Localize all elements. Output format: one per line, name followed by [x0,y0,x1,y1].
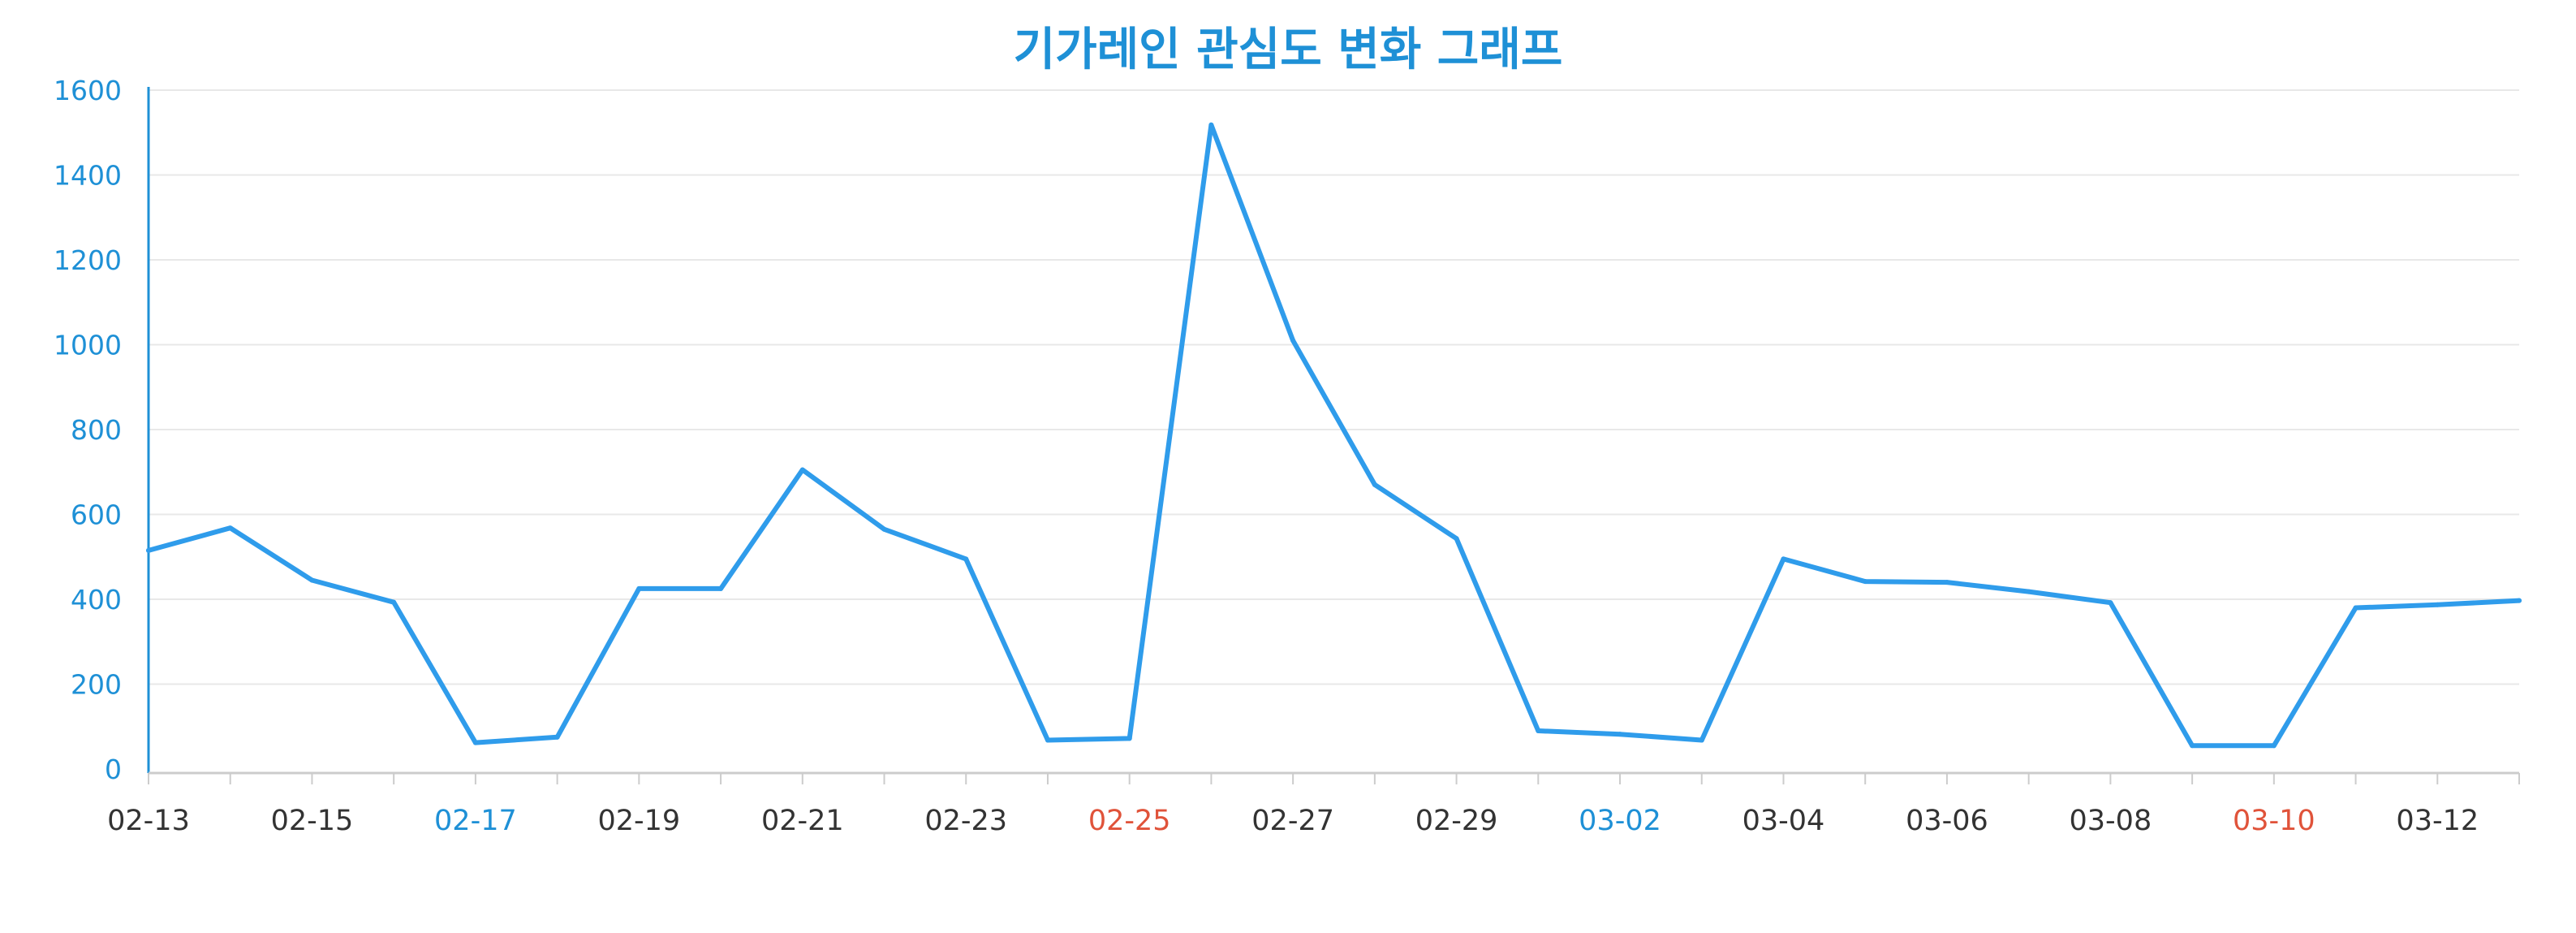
y-tick-label: 1000 [54,330,122,361]
data-point [1536,728,1541,733]
x-tick-label: 03-08 [2070,805,2152,837]
data-point [2026,589,2031,594]
data-point [2271,743,2277,749]
data-point [2435,602,2440,607]
y-tick-label: 800 [71,414,122,446]
data-point [1454,536,1459,542]
x-tick-label: 02-27 [1251,805,1334,837]
y-tick-label: 200 [71,669,122,701]
data-point [1372,482,1377,487]
x-tick-label: 02-25 [1088,805,1171,837]
chart-title: 기가레인 관심도 변화 그래프 [1014,24,1563,76]
y-tick-label: 1400 [54,160,122,192]
data-point [227,525,233,531]
series-line [146,122,2522,749]
data-point [799,467,805,473]
data-point [2190,743,2195,749]
axes [147,87,2520,784]
y-tick-label: 1200 [54,244,122,276]
x-tick-labels: 02-13 02-15 02-17 02-19 02-21 02-23 02-25 02-27… [107,805,2479,837]
series-layer [146,122,2522,749]
data-point [881,526,887,532]
data-point [309,577,315,583]
x-tick-label: 03-06 [1906,805,1988,837]
data-point [2108,600,2113,606]
y-tick-label: 600 [71,499,122,531]
x-tick-label: 02-17 [434,805,517,837]
y-tick-label: 400 [71,584,122,616]
y-tick-labels: 0 200 400 600 800 1000 1200 1400 1600 [54,75,122,785]
x-tick-label: 03-04 [1742,805,1825,837]
x-tick-label: 03-10 [2233,805,2315,837]
x-tick-label: 02-15 [271,805,354,837]
data-point [718,585,724,591]
data-point [554,734,560,740]
x-tick-label: 03-12 [2396,805,2479,837]
data-point [2517,598,2522,603]
data-point [146,547,151,553]
data-point [1045,737,1050,743]
data-point [1618,732,1623,737]
x-tick-label: 02-23 [924,805,1007,837]
x-tick-label: 02-19 [597,805,680,837]
data-point [1944,580,1949,585]
data-point [963,556,969,562]
data-point [1781,556,1786,562]
data-point [1863,579,1868,585]
y-tick-label: 1600 [54,75,122,106]
grid-lines [149,89,2519,685]
x-tick-label: 02-13 [107,805,190,837]
data-point [1126,736,1132,741]
data-point [1290,338,1296,343]
data-point [636,585,642,591]
data-point [391,599,397,605]
x-tick-label: 02-29 [1415,805,1498,837]
x-tick-label: 03-02 [1579,805,1661,837]
data-point [472,740,478,745]
y-tick-label: 0 [105,754,122,785]
data-point [1208,122,1214,127]
x-tick-label: 02-21 [761,805,844,837]
data-point [2353,605,2358,611]
data-point [1699,737,1704,743]
